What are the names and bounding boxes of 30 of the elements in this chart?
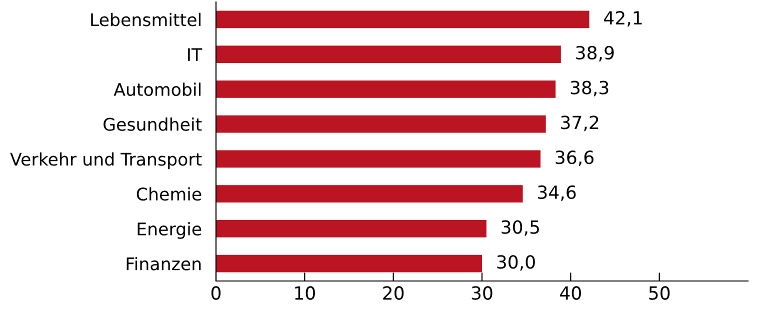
data-label: 30,5 [502,220,539,236]
data-label: 36,6 [556,150,594,166]
x-tick-label: 0 [211,286,221,300]
data-label: 37,2 [561,116,598,132]
y-tick-label: Verkehr und Transport [10,152,202,170]
x-tick-label: 10 [295,286,315,300]
bar [216,220,486,238]
data-label: 38,3 [570,80,608,96]
data-label: 38,9 [576,46,614,62]
data-label: 42,1 [604,11,642,27]
bar [216,185,523,203]
x-tick-label: 50 [649,286,670,300]
data-label: 30,0 [497,255,535,271]
bar [216,46,561,64]
y-tick-label: IT [188,48,202,61]
bar [216,80,556,98]
y-tick-label: Automobil [114,82,200,96]
bar [216,10,590,28]
data-label: 34,6 [538,185,576,201]
x-tick-label: 30 [472,286,492,300]
bar [216,254,482,272]
y-tick-label: Energie [138,222,202,239]
x-tick-label: 20 [383,286,404,300]
y-tick-label: Chemie [136,187,202,201]
x-tick-label: 40 [560,286,581,300]
y-tick-label: Finanzen [126,256,201,270]
y-tick-label: Gesundheit [104,117,202,131]
y-tick-label: Lebensmittel [91,12,200,26]
bar [216,115,546,133]
bar [216,150,541,168]
